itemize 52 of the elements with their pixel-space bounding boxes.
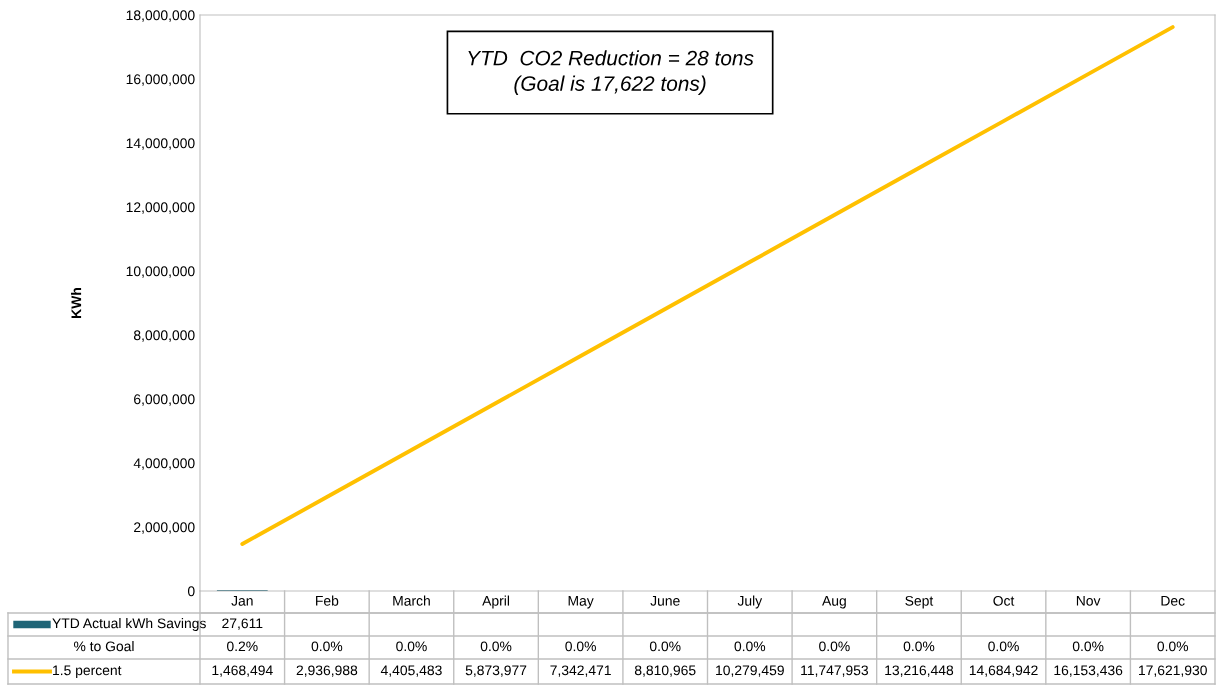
x-tick-label: July (737, 595, 763, 609)
text: 0.0% (903, 641, 935, 652)
y-tick-label: 10,000,000 (126, 266, 195, 278)
x-tick-label: Feb (316, 595, 339, 606)
y-tick-label: 18,000,000 (126, 10, 195, 22)
text: 0.0% (311, 641, 343, 652)
data-label: 11,747,953 (801, 665, 869, 677)
text: 0.0% (565, 641, 596, 652)
text: % to Goal (74, 641, 134, 652)
x-tick-label: April (482, 595, 510, 609)
x-tick-label: May (568, 596, 594, 609)
data-label: 14,684,942 (969, 665, 1038, 677)
x-tick-label: Jan (231, 596, 253, 606)
text: 0.0% (649, 641, 681, 652)
y-tick-label: 12,000,000 (126, 202, 195, 214)
text: 0.0% (396, 641, 427, 652)
data-label: 16,153,436 (1054, 665, 1123, 677)
data-label: 10,279,459 (716, 665, 784, 677)
y-tick-label: 2,000,000 (134, 522, 195, 534)
y-tick-label: 4,000,000 (133, 458, 195, 470)
data-label: 27,611 (222, 618, 263, 630)
text: 0.0% (1157, 641, 1189, 652)
legend-label: YTD Actual kWh Savings (52, 618, 206, 631)
data-label: 7,342,471 (550, 665, 611, 677)
x-tick-label: Oct (993, 595, 1015, 606)
y-tick-label: 0 (187, 586, 195, 597)
y-axis-title: KWh (71, 288, 82, 318)
y-tick-label: 6,000,000 (134, 394, 195, 406)
text: 0.0% (988, 641, 1019, 652)
text: 0.2% (227, 641, 258, 652)
x-tick-label: June (650, 596, 680, 606)
x-tick-label: Sept (905, 595, 934, 609)
data-label: 17,621,930 (1139, 665, 1207, 677)
text: 0.0% (819, 641, 850, 652)
y-tick-label: 16,000,000 (126, 74, 195, 86)
data-label: 4,405,483 (380, 665, 442, 677)
data-label: 5,873,977 (465, 665, 527, 677)
x-tick-label: Dec (1161, 596, 1185, 606)
x-tick-label: Nov (1076, 596, 1101, 606)
legend-label: 1.5 percent (53, 665, 122, 678)
y-tick-label: 14,000,000 (126, 138, 195, 150)
data-label: 8,810,965 (634, 665, 696, 677)
text: 0.0% (480, 641, 512, 652)
x-tick-label: Aug (822, 596, 846, 609)
annotation: YTD CO2 Reduction = 28 tons (Goal is 17,622 tons) (468, 50, 754, 96)
text: 0.0% (734, 641, 766, 652)
y-tick-label: 8,000,000 (133, 330, 195, 342)
data-label: 2,936,988 (296, 665, 358, 677)
data-label: 13,216,448 (885, 665, 954, 677)
text: 0.0% (1072, 641, 1104, 652)
x-tick-label: March (393, 595, 430, 606)
data-label: 1,468,494 (212, 665, 273, 677)
